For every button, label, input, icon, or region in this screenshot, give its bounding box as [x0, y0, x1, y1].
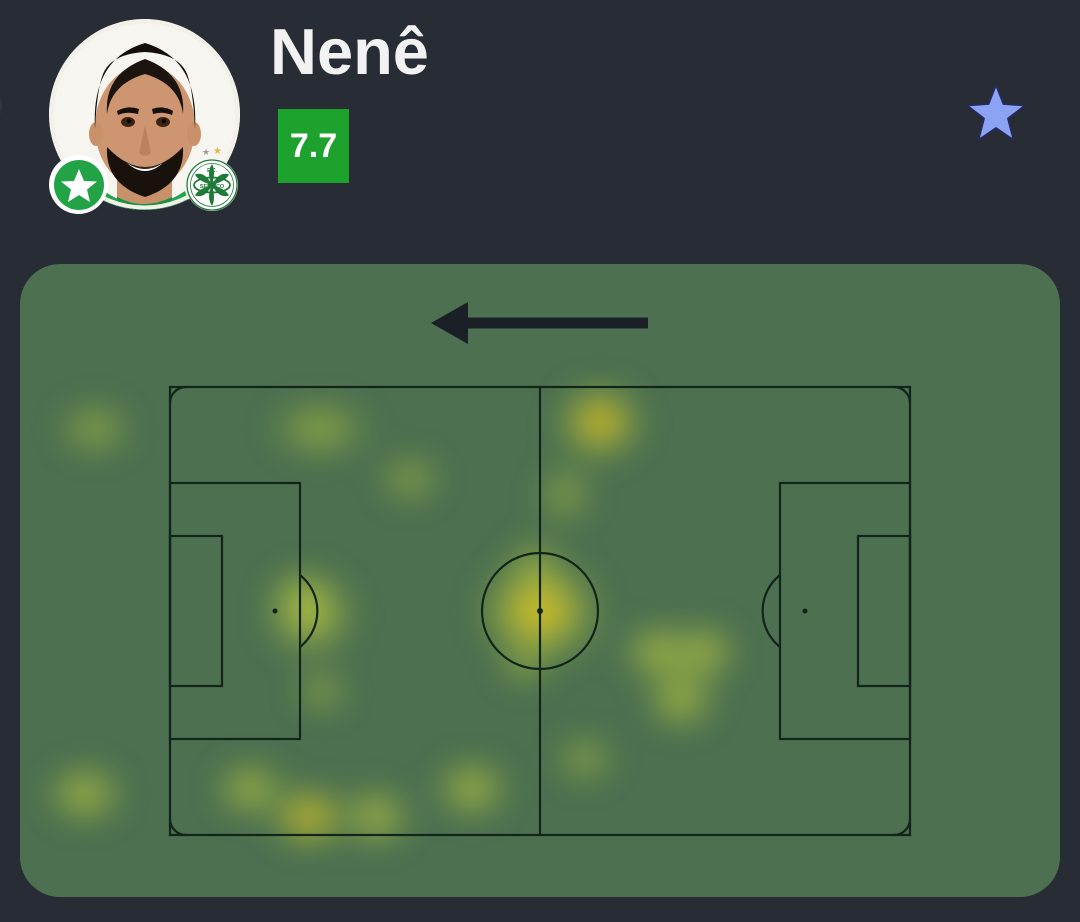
svg-text:SENTICO: SENTICO [200, 184, 225, 190]
svg-text:E.C.: E.C. [207, 168, 217, 174]
